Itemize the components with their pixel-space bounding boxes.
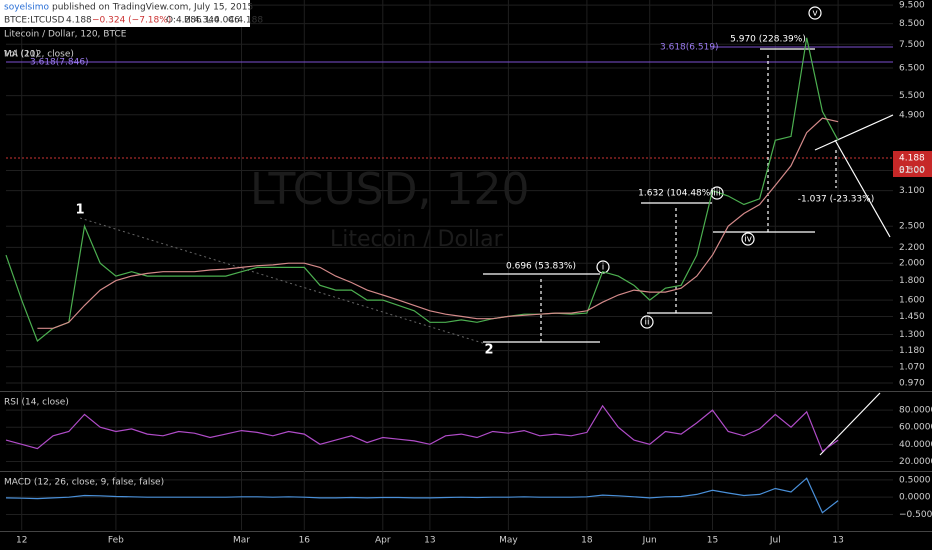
volume-label: Vol (20): [4, 50, 39, 60]
close: C:4.188: [228, 16, 263, 26]
plot-layer: [5, 37, 839, 514]
last-price-box: [893, 151, 932, 177]
y-tick-label: 1.450: [899, 312, 925, 322]
y-tick-label: 1.600: [899, 296, 925, 306]
wave-marker: iv: [744, 235, 753, 245]
y-tick-label: 7.500: [899, 40, 925, 50]
header-box: [0, 0, 250, 27]
series-line: [37, 117, 839, 329]
y-tick-label: 4.900: [899, 110, 925, 120]
watermark-sub: Litecoin / Dollar: [330, 227, 504, 252]
y-tick-label: 2.500: [899, 222, 925, 232]
last: 4.188: [66, 16, 92, 26]
wave-marker: ii: [644, 318, 649, 328]
last-price: 4.188: [899, 154, 925, 164]
legend-entry: MA (112, close): [4, 50, 74, 60]
y-tick-label: 6.500: [899, 63, 925, 73]
low: L:4.046: [206, 16, 240, 26]
x-tick-label: Jun: [642, 536, 657, 546]
x-tick-label: 13: [832, 536, 843, 546]
author: soyelsimo: [4, 3, 50, 13]
y-tick-label: 1.070: [899, 362, 925, 372]
y-tick-label: −0.5000: [899, 510, 932, 520]
drawings: [483, 6, 894, 456]
y-tick-label: 80.0000: [899, 406, 932, 416]
x-tick-label: Feb: [108, 536, 124, 546]
x-tick-label: 12: [16, 536, 27, 546]
wave-marker: iii: [713, 189, 721, 199]
y-tick-label: 40.0000: [899, 440, 932, 450]
y-tick-label: 8.500: [899, 19, 925, 29]
pane-title: RSI (14, close): [4, 398, 69, 408]
y-tick-label: 5.500: [899, 91, 925, 101]
y-tick-label: 0.5000: [899, 475, 931, 485]
wave-marker: i: [602, 263, 605, 273]
fib-label: 3.618(6.519): [660, 43, 719, 53]
fib-label: 3.618(7.846): [30, 58, 89, 68]
y-tick-label: 2.000: [899, 259, 925, 269]
pane-title: MACD (12, 26, close, 9, false, false): [4, 478, 164, 488]
series-line: [5, 37, 839, 342]
y-tick-label: 60.0000: [899, 423, 932, 433]
y-tick-label: 20.0000: [899, 457, 932, 467]
wave-label: 1: [75, 203, 84, 218]
y-tick-label: 0.970: [899, 379, 925, 389]
change: −0.324 (−7.18%): [92, 16, 171, 26]
measure-label: 0.696 (53.83%): [506, 262, 576, 272]
grid-layer: [0, 0, 932, 532]
y-tick-label: 9.500: [899, 1, 925, 11]
published: published on TradingView.com, July 15, 2…: [52, 3, 253, 13]
wave-marker: v: [812, 9, 818, 19]
open: O:4.286: [166, 16, 202, 26]
watermark: LTCUSD, 120: [250, 164, 529, 215]
y-tick-label: 3.100: [899, 186, 925, 196]
y-tick-label: 1.180: [899, 346, 925, 356]
high: H:4.340: [184, 16, 220, 26]
series-line: [5, 477, 839, 514]
x-tick-label: Apr: [375, 536, 391, 546]
y-tick-label: 0.0000: [899, 493, 931, 503]
y-tick-label: 1.300: [899, 330, 925, 340]
symbol: BTCE:LTCUSD: [4, 16, 64, 26]
x-tick-label: 16: [299, 536, 311, 546]
x-tick-label: 15: [707, 536, 718, 546]
x-tick-label: May: [499, 536, 518, 546]
measure-label: 1.632 (104.48%): [638, 189, 714, 199]
x-tick-label: 13: [424, 536, 435, 546]
x-tick-label: Mar: [233, 536, 250, 546]
trend-line: [79, 217, 490, 346]
legend-entry: Litecoin / Dollar, 120, BTCE: [4, 30, 127, 40]
y-tick-label: 2.200: [899, 243, 925, 253]
x-tick-label: 18: [581, 536, 593, 546]
measure-label: 5.970 (228.39%): [730, 35, 806, 45]
measure-label: -1.037 (-23.33%): [798, 195, 874, 205]
y-tick-label: 3.500: [899, 166, 925, 176]
y-tick-label: 1.800: [899, 276, 925, 286]
x-tick-label: Jul: [769, 536, 781, 546]
wave-label: 2: [484, 343, 493, 358]
wave-markers: i ii iii iv v: [602, 9, 819, 328]
countdown: 01:00: [899, 166, 925, 176]
series-line: [5, 404, 839, 453]
